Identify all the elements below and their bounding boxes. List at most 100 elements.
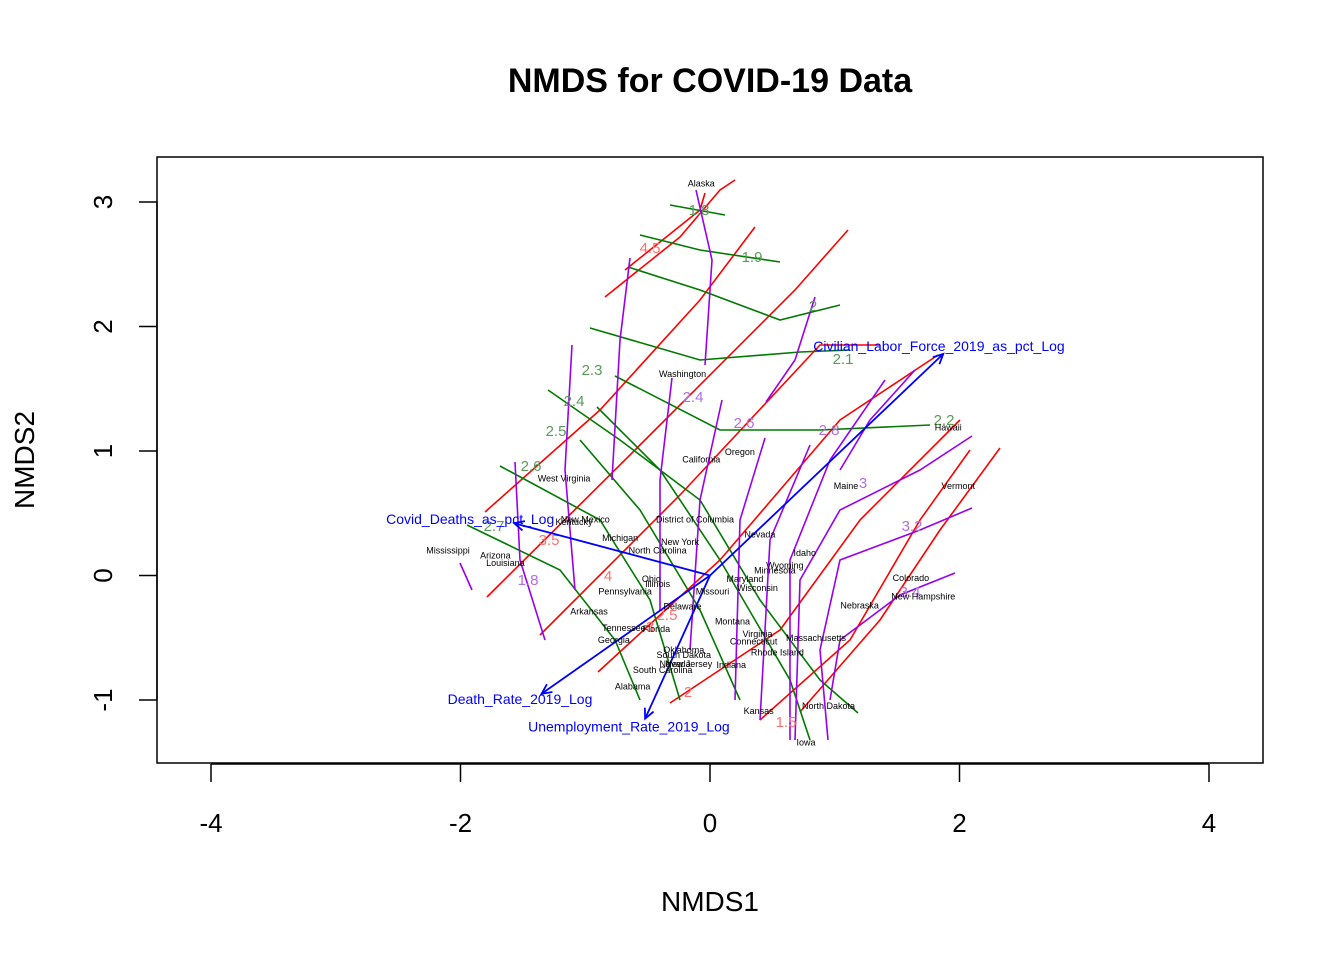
site-label: Ohio <box>642 574 661 584</box>
site-label: Maine <box>834 481 859 491</box>
site-label: Virginia <box>742 629 772 639</box>
vector-arrowhead <box>539 683 553 695</box>
fitted-vectors: Civilian_Labor_Force_2019_as_pct_Log Covi… <box>386 338 1065 735</box>
site-label: Mississippi <box>426 546 470 556</box>
y-tick-label: 2 <box>88 319 118 333</box>
site-label: Washington <box>659 369 706 379</box>
x-axis-label: NMDS1 <box>661 886 759 917</box>
vector-arrow-line <box>709 353 944 577</box>
site-label: Montana <box>715 617 750 627</box>
x-tick-label: 2 <box>952 808 966 838</box>
site-label: Maryland <box>726 574 763 584</box>
purple-contour-line <box>839 369 916 471</box>
red-contour-line <box>799 447 1001 713</box>
site-label: North Dakota <box>802 701 855 711</box>
x-tick-label: 4 <box>1202 808 1216 838</box>
vector-arrowhead <box>932 352 945 365</box>
site-label: Hawaii <box>935 422 962 432</box>
purple-contour-line <box>514 461 546 641</box>
vector-arrow-line <box>541 574 711 695</box>
red-contour-line <box>759 449 971 721</box>
green-contour-line <box>589 327 851 361</box>
green-contour-value-label: 2.3 <box>582 362 603 379</box>
purple-contour-line <box>459 562 473 591</box>
site-label: Wisconsin <box>737 583 778 593</box>
y-tick-label: 0 <box>88 568 118 582</box>
site-label: Rhode Island <box>751 648 804 658</box>
purple-contour-value-label: 3.2 <box>902 518 923 535</box>
purple-contour-line <box>689 399 723 651</box>
site-label: South Dakota <box>657 650 712 660</box>
x-tick-label: 0 <box>703 808 717 838</box>
site-label: New York <box>661 537 700 547</box>
site-label: Massachusetts <box>786 633 847 643</box>
site-label: Vermont <box>941 481 975 491</box>
red-contour-value-label: 2 <box>684 684 692 701</box>
site-label: Missouri <box>696 587 730 597</box>
site-label: Pennsylvania <box>598 587 652 597</box>
site-label: Arkansas <box>570 607 608 617</box>
green-contour-value-label: 1.9 <box>742 249 763 266</box>
green-contour-line <box>499 465 681 701</box>
red-contour-line <box>539 344 880 636</box>
green-contour-value-label: 1.8 <box>689 202 710 219</box>
purple-contour-line <box>759 444 811 721</box>
green-contour-line <box>639 234 781 263</box>
green-contour-line <box>669 204 726 216</box>
site-label: Tennessee <box>602 623 646 633</box>
site-label: Nebraska <box>840 600 879 610</box>
site-label: Arizona <box>480 551 511 561</box>
site-label: Nevada <box>744 529 775 539</box>
site-label: Oregon <box>725 447 755 457</box>
red-contour-line <box>484 226 756 513</box>
site-label: West Virginia <box>538 473 591 483</box>
purple-contour-line <box>765 296 816 403</box>
purple-contour-line <box>789 379 886 740</box>
site-label: Delaware <box>664 602 702 612</box>
green-contour-value-label: 2.7 <box>484 518 505 535</box>
site-label: Connecticut <box>730 636 778 646</box>
red-contour-value-label: 2.5 <box>657 607 678 624</box>
site-label: Georgia <box>598 635 630 645</box>
green-contour-line <box>614 375 931 431</box>
chart-title: NMDS for COVID-19 Data <box>508 62 913 100</box>
site-label: Oklahoma <box>663 645 704 655</box>
purple-contour-line <box>734 437 766 701</box>
site-label: Idaho <box>794 548 817 558</box>
red-contour-value-label: 4.5 <box>640 240 661 257</box>
site-label: New Mexico <box>561 514 610 524</box>
purple-contour-line <box>659 377 673 610</box>
green-contour-line <box>579 439 741 701</box>
site-label: California <box>682 455 720 465</box>
site-label: District of Columbia <box>656 514 734 524</box>
green-contour-value-label: 2.1 <box>833 351 854 368</box>
purple-contour-value-label: 3 <box>859 475 867 492</box>
green-contour-value-label: 2.5 <box>546 423 567 440</box>
green-contour-value-label: 2 <box>809 298 817 315</box>
green-contour-value-label: 2.4 <box>564 393 585 410</box>
purple-contour-line <box>829 572 956 701</box>
site-label: Kansas <box>744 706 775 716</box>
site-label: Iowa <box>797 737 816 747</box>
purple-contour-line <box>564 344 576 591</box>
red-contour-value-label: 3 <box>646 619 654 636</box>
site-label: Florida <box>643 624 671 634</box>
site-label: Alabama <box>615 681 651 691</box>
vector-label: Covid_Deaths_as_pct_Log <box>386 511 554 527</box>
green-contour-line <box>466 524 641 701</box>
site-label: Michigan <box>602 533 638 543</box>
red-contour-value-label: 4 <box>604 568 612 585</box>
purple-contour-value-label: 2.6 <box>734 415 755 432</box>
site-label: New Hampshire <box>891 592 955 602</box>
plot-frame <box>156 156 1264 764</box>
purple-contour-line <box>819 507 973 741</box>
site-label: New Jersey <box>665 659 713 669</box>
y-tick-label: 1 <box>88 444 118 458</box>
site-label: Indiana <box>716 660 746 670</box>
vector-label: Unemployment_Rate_2019_Log <box>528 719 730 735</box>
purple-contour-value-label: 1.8 <box>518 572 539 589</box>
site-label: Illinois <box>645 579 671 589</box>
purple-contour-line <box>695 189 713 366</box>
vector-arrowhead <box>512 520 526 532</box>
